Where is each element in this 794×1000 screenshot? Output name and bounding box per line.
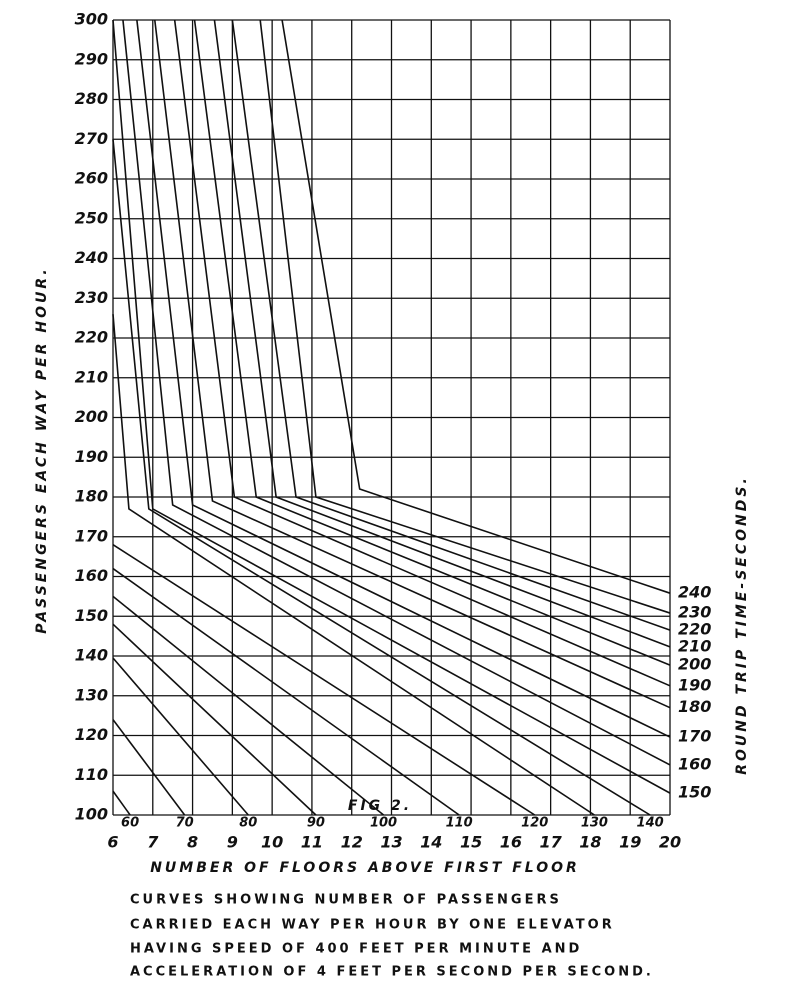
curve-label: 140 xyxy=(637,816,664,831)
caption-line: ACCELERATION OF 4 FEET PER SECOND PER SE… xyxy=(130,965,654,980)
caption-line: CURVES SHOWING NUMBER OF PASSENGERS xyxy=(130,893,562,908)
curve xyxy=(173,19,671,687)
y-tick-label: 260 xyxy=(75,169,108,188)
y-tick-label: 300 xyxy=(75,10,108,29)
curve-label: 70 xyxy=(176,816,194,831)
curve-label: 190 xyxy=(678,675,711,694)
x-tick-label: 9 xyxy=(227,833,238,852)
y-tick-label: 160 xyxy=(75,566,108,585)
curve-label: 180 xyxy=(678,697,711,716)
x-tick-label: 10 xyxy=(261,833,283,852)
curve xyxy=(231,19,671,631)
curve-label: 220 xyxy=(678,620,711,639)
x-tick-label: 18 xyxy=(579,833,601,852)
curve xyxy=(213,19,671,648)
y-tick-label: 150 xyxy=(75,606,108,625)
y-tick-label: 250 xyxy=(75,208,108,227)
curve-label: 230 xyxy=(678,603,711,622)
curve xyxy=(112,595,385,816)
curve-label: 160 xyxy=(678,754,711,773)
curve xyxy=(112,567,460,816)
x-tick-label: 15 xyxy=(460,833,482,852)
curve-label: 80 xyxy=(239,816,257,831)
curve xyxy=(112,657,249,816)
caption-line: HAVING SPEED OF 400 FEET PER MINUTE AND xyxy=(130,942,582,957)
x-tick-label: 13 xyxy=(380,833,402,852)
y-tick-label: 210 xyxy=(75,367,108,386)
curve xyxy=(259,19,671,614)
x-tick-label: 20 xyxy=(659,833,681,852)
y-tick-label: 220 xyxy=(75,328,108,347)
y-tick-label: 120 xyxy=(75,725,108,744)
curve xyxy=(112,623,317,816)
y-tick-label: 230 xyxy=(75,288,108,307)
x-axis-title: NUMBER OF FLOORS ABOVE FIRST FLOOR xyxy=(150,860,580,876)
x-tick-label: 17 xyxy=(540,833,563,852)
series-axis-title: ROUND TRIP TIME-SECONDS. xyxy=(734,475,750,775)
y-tick-label: 170 xyxy=(75,526,108,545)
curve xyxy=(112,19,671,794)
y-tick-label: 140 xyxy=(75,646,108,665)
curve xyxy=(136,19,671,738)
x-tick-label: 6 xyxy=(107,833,118,852)
curve xyxy=(112,719,186,816)
x-tick-label: 19 xyxy=(619,833,641,852)
y-tick-label: 100 xyxy=(75,805,108,824)
curve-label: 110 xyxy=(446,816,473,831)
curve-label: 120 xyxy=(521,816,548,831)
y-tick-label: 110 xyxy=(75,765,108,784)
y-tick-label: 180 xyxy=(75,487,108,506)
curve xyxy=(112,544,536,816)
curve-label: 150 xyxy=(678,783,711,802)
x-tick-label: 8 xyxy=(187,833,198,852)
curve-label: 170 xyxy=(678,727,711,746)
curve xyxy=(122,19,671,766)
x-tick-label: 16 xyxy=(500,833,522,852)
x-tick-label: 12 xyxy=(341,833,363,852)
y-tick-label: 270 xyxy=(75,129,108,148)
chart-title: FIG 2. xyxy=(348,798,412,814)
curve-label: 60 xyxy=(121,816,139,831)
x-tick-label: 11 xyxy=(301,833,323,852)
x-tick-label: 14 xyxy=(420,833,442,852)
curve xyxy=(112,139,651,816)
curve-label: 240 xyxy=(678,583,711,602)
y-axis-title: PASSENGERS EACH WAY PER HOUR. xyxy=(34,266,50,633)
curve xyxy=(281,19,671,594)
y-tick-label: 130 xyxy=(75,685,108,704)
y-tick-label: 280 xyxy=(75,89,108,108)
curve xyxy=(112,314,595,816)
curve-label: 90 xyxy=(307,816,325,831)
y-tick-label: 190 xyxy=(75,447,108,466)
curve xyxy=(112,790,131,816)
curve-label: 210 xyxy=(678,636,711,655)
curve xyxy=(193,19,671,666)
x-tick-label: 7 xyxy=(147,833,159,852)
y-tick-label: 240 xyxy=(75,248,108,267)
curve xyxy=(153,19,671,709)
curve-label: 200 xyxy=(678,655,711,674)
y-tick-label: 200 xyxy=(75,407,108,426)
caption-line: CARRIED EACH WAY PER HOUR BY ONE ELEVATO… xyxy=(130,918,615,933)
curve-label: 100 xyxy=(370,816,397,831)
y-tick-label: 290 xyxy=(75,49,108,68)
curve-label: 130 xyxy=(581,816,608,831)
